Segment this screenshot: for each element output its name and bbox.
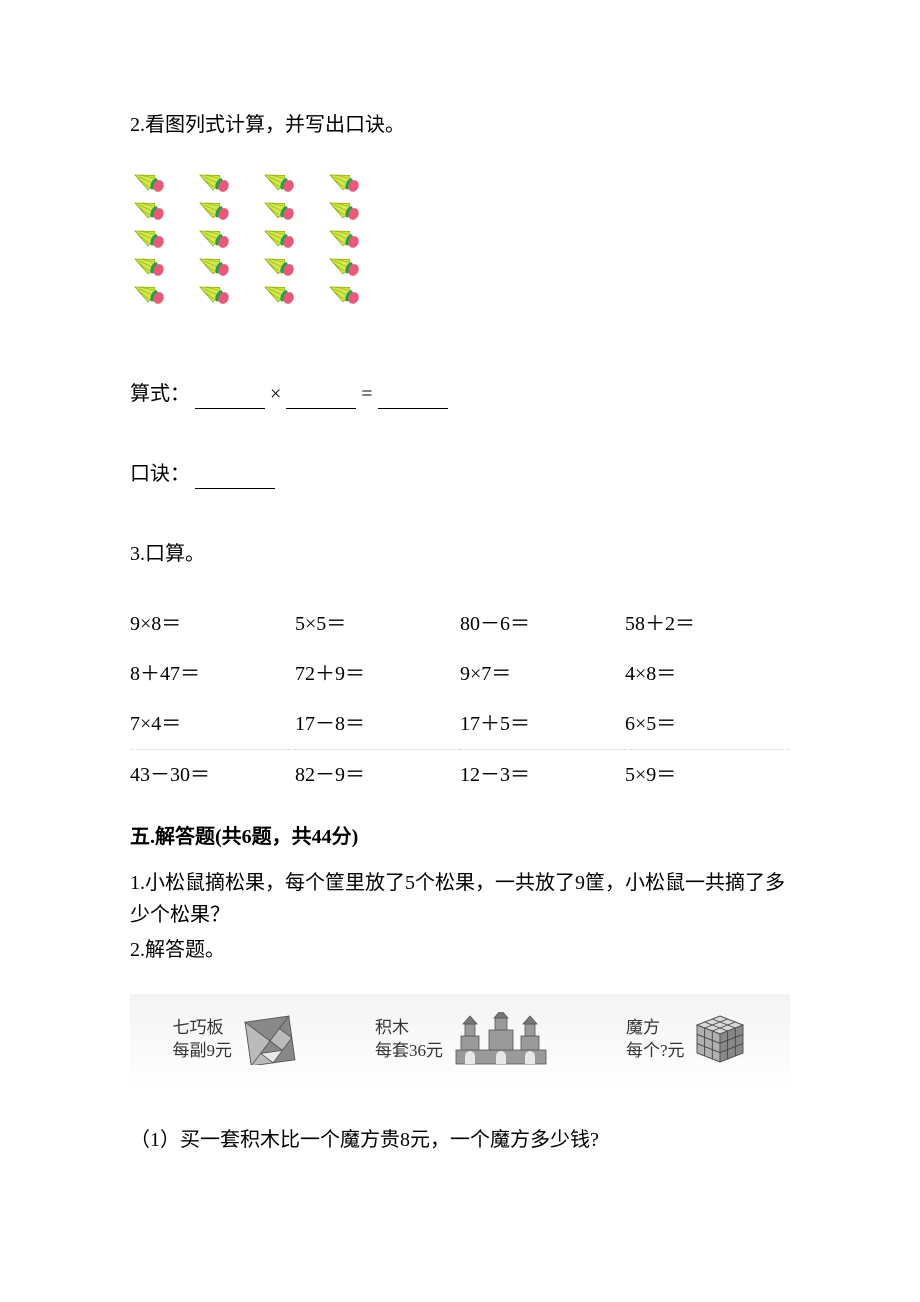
calc-cell: 17－8＝	[295, 699, 460, 750]
equals-symbol: =	[361, 383, 372, 405]
koujue-blank[interactable]	[195, 467, 275, 489]
shuttlecock-svg	[130, 170, 390, 330]
section5-q2: 2.解答题。	[130, 934, 790, 966]
shuttlecock-image	[130, 170, 790, 339]
calc-table: 9×8＝5×5＝80－6＝58＋2＝8＋47＝72＋9＝9×7＝4×8＝7×4＝…	[130, 599, 790, 800]
formula-blank-2[interactable]	[286, 387, 356, 409]
calc-cell: 80－6＝	[460, 599, 625, 649]
calc-cell: 7×4＝	[130, 699, 295, 750]
formula-blank-3[interactable]	[378, 387, 448, 409]
tangram-line1: 七巧板	[172, 1017, 232, 1039]
calc-cell: 58＋2＝	[625, 599, 790, 649]
koujue-prefix: 口诀：	[130, 463, 190, 485]
cube-line1: 魔方	[626, 1017, 685, 1039]
q2-text: 2.看图列式计算，并写出口诀。	[130, 110, 790, 140]
calc-cell: 43－30＝	[130, 750, 295, 801]
calc-cell: 5×9＝	[625, 750, 790, 801]
tangram-line2: 每副9元	[172, 1040, 232, 1062]
formula-blank-1[interactable]	[195, 387, 265, 409]
calc-cell: 5×5＝	[295, 599, 460, 649]
section5-sub1: （1）买一套积木比一个魔方贵8元，一个魔方多少钱?	[130, 1125, 790, 1155]
product-blocks: 积木 每套36元	[375, 1012, 551, 1067]
products-image: 七巧板 每副9元 积木 每套36元 魔方 每个?元	[130, 994, 790, 1085]
product-cube: 魔方 每个?元	[626, 1012, 748, 1067]
blocks-line2: 每套36元	[375, 1040, 443, 1062]
calc-row: 7×4＝17－8＝17＋5＝6×5＝	[130, 699, 790, 750]
cube-line2: 每个?元	[626, 1040, 685, 1062]
calc-cell: 82－9＝	[295, 750, 460, 801]
product-tangram: 七巧板 每副9元	[172, 1015, 300, 1065]
formula-prefix: 算式：	[130, 383, 190, 405]
calc-cell: 17＋5＝	[460, 699, 625, 750]
q3-text: 3.口算。	[130, 539, 790, 569]
cube-icon	[693, 1012, 748, 1067]
calc-cell: 8＋47＝	[130, 649, 295, 699]
calc-row: 43－30＝82－9＝12－3＝5×9＝	[130, 750, 790, 801]
tangram-icon	[240, 1015, 300, 1065]
calc-cell: 9×8＝	[130, 599, 295, 649]
formula-line: 算式： × =	[130, 379, 790, 409]
calc-cell: 4×8＝	[625, 649, 790, 699]
blocks-line1: 积木	[375, 1017, 443, 1039]
calc-cell: 12－3＝	[460, 750, 625, 801]
section5-heading: 五.解答题(共6题，共44分)	[130, 822, 790, 852]
times-symbol: ×	[270, 383, 281, 405]
section5-q1: 1.小松鼠摘松果，每个筐里放了5个松果，一共放了9筐，小松鼠一共摘了多少个松果？	[130, 867, 790, 931]
calc-row: 9×8＝5×5＝80－6＝58＋2＝	[130, 599, 790, 649]
blocks-icon	[451, 1012, 551, 1067]
calc-row: 8＋47＝72＋9＝9×7＝4×8＝	[130, 649, 790, 699]
koujue-line: 口诀：	[130, 459, 790, 489]
calc-cell: 72＋9＝	[295, 649, 460, 699]
calc-cell: 9×7＝	[460, 649, 625, 699]
calc-cell: 6×5＝	[625, 699, 790, 750]
